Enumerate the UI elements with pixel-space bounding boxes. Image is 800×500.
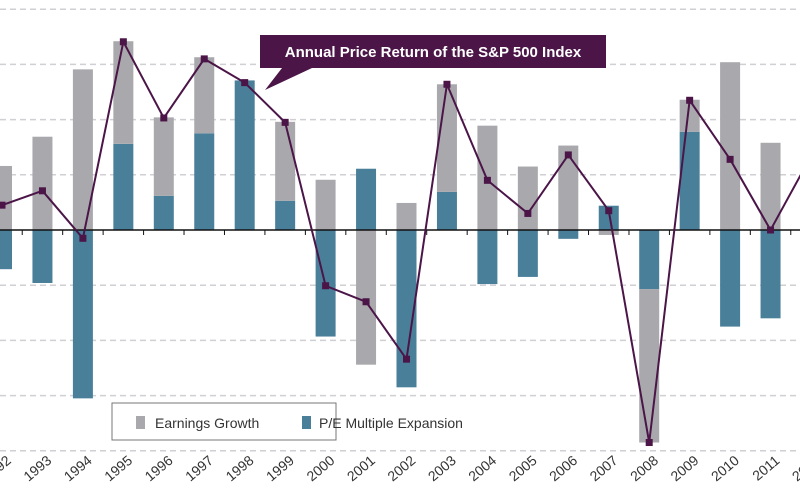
price-return-marker xyxy=(281,118,289,126)
price-return-marker xyxy=(645,439,653,447)
pe-bar xyxy=(720,230,741,327)
callout-box xyxy=(260,35,606,90)
pe-bar xyxy=(436,191,457,230)
price-return-marker xyxy=(160,114,168,122)
x-tick-label: 2012 xyxy=(789,452,800,484)
callout-text: Annual Price Return of the S&P 500 Index xyxy=(285,44,582,61)
price-return-marker xyxy=(362,298,370,306)
price-return-marker xyxy=(483,176,491,184)
pe-bar xyxy=(32,230,53,283)
pe-bar xyxy=(679,131,700,230)
x-tick-label: 2009 xyxy=(667,452,701,484)
price-return-marker xyxy=(119,38,127,46)
pe-bar xyxy=(396,230,417,388)
earnings-bar xyxy=(0,165,12,230)
x-tick-label: 1994 xyxy=(61,452,95,484)
x-tick-label: 1996 xyxy=(142,452,176,484)
pe-bar xyxy=(194,133,215,230)
earnings-bar xyxy=(517,166,538,230)
earnings-bar xyxy=(436,84,457,192)
bars xyxy=(0,41,781,443)
x-tick-label: 2007 xyxy=(587,452,621,484)
earnings-bar xyxy=(720,62,741,230)
price-return-marker xyxy=(767,226,775,234)
earnings-bar xyxy=(760,142,781,230)
x-axis-labels: 1992 1993 1994 1995 1996 1997 1998 1999 2000 2001… xyxy=(0,452,800,484)
price-return-marker xyxy=(443,80,451,88)
x-tick-label: 2001 xyxy=(344,452,378,484)
x-tick-label: 1999 xyxy=(263,452,297,484)
price-return-marker xyxy=(524,209,532,217)
price-return-marker xyxy=(686,96,694,104)
pe-bar xyxy=(558,230,579,239)
x-tick-label: 2006 xyxy=(546,452,580,484)
pe-bar xyxy=(234,80,255,231)
price-return-marker xyxy=(605,207,613,215)
price-return-marker xyxy=(0,201,6,209)
pe-bar xyxy=(0,230,12,270)
x-tick-label: 2004 xyxy=(465,452,499,484)
earnings-bar xyxy=(315,179,336,230)
price-return-marker xyxy=(38,187,46,195)
x-tick-label: 1995 xyxy=(101,452,135,484)
pe-bar xyxy=(517,230,538,277)
earnings-bar xyxy=(275,121,296,201)
price-return-marker xyxy=(200,55,208,63)
legend-swatch-pe xyxy=(302,416,311,429)
legend-box xyxy=(111,402,337,441)
earnings-bar xyxy=(194,57,215,134)
x-tick-label: 1993 xyxy=(20,452,54,484)
earnings-bar xyxy=(32,136,53,230)
pe-bar xyxy=(72,230,93,399)
earnings-bar xyxy=(153,117,174,196)
x-tick-label: 1997 xyxy=(182,452,216,484)
x-tick-label: 2005 xyxy=(506,452,540,484)
x-tick-label: 1998 xyxy=(222,452,256,484)
x-tick-label: 2008 xyxy=(627,452,661,484)
earnings-bar xyxy=(396,202,417,230)
x-tick-label: 2000 xyxy=(303,452,337,484)
pe-bar xyxy=(153,195,174,230)
pe-bar xyxy=(113,143,134,230)
price-return-marker xyxy=(403,355,410,363)
price-return-marker xyxy=(322,282,330,290)
price-return-marker xyxy=(79,234,87,242)
x-tick-label: 2002 xyxy=(384,452,418,484)
pe-bar xyxy=(275,200,296,230)
pe-bar xyxy=(356,168,377,230)
x-tick-label: 1992 xyxy=(0,452,14,484)
legend-swatch-earnings xyxy=(136,416,145,429)
pe-bar xyxy=(598,205,619,230)
earnings-bar xyxy=(72,69,93,230)
legend-label-earnings: Earnings Growth xyxy=(155,415,259,431)
pe-bar xyxy=(760,230,781,319)
x-tick-label: 2003 xyxy=(425,452,459,484)
x-tick-label: 2010 xyxy=(708,452,742,484)
earnings-bar xyxy=(598,230,619,235)
pe-bar xyxy=(477,230,498,285)
callout: Annual Price Return of the S&P 500 Index xyxy=(260,35,606,90)
price-return-line xyxy=(0,38,800,447)
pe-bar xyxy=(639,230,660,290)
legend: Earnings Growth P/E Multiple Expansion xyxy=(111,402,463,441)
earnings-bar xyxy=(356,230,377,365)
x-tick-label: 2011 xyxy=(749,452,783,484)
x-axis-ticks xyxy=(21,230,792,235)
price-return-marker xyxy=(564,151,572,159)
earnings-bar xyxy=(558,145,579,230)
earnings-bar xyxy=(639,289,660,443)
price-return-marker xyxy=(241,79,249,87)
legend-label-pe: P/E Multiple Expansion xyxy=(319,415,463,431)
price-return-marker xyxy=(726,155,734,163)
